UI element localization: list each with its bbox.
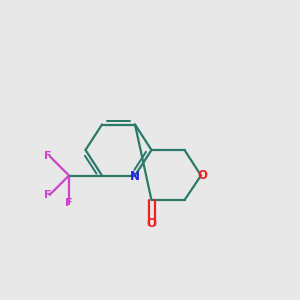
Text: F: F xyxy=(44,190,52,200)
Text: N: N xyxy=(130,170,140,184)
Text: O: O xyxy=(197,169,208,182)
Text: F: F xyxy=(65,197,73,208)
Text: F: F xyxy=(44,151,52,161)
Text: O: O xyxy=(146,217,157,230)
